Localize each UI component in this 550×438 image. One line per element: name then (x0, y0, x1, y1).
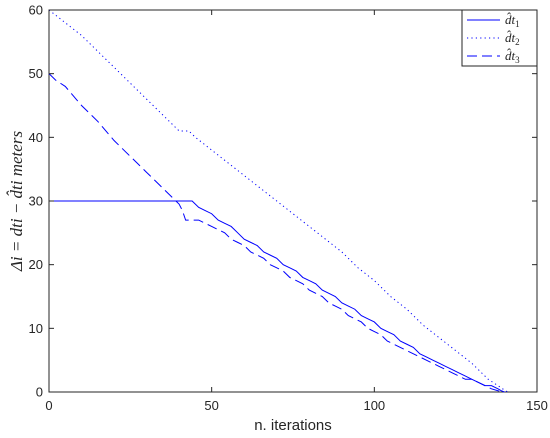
y-tick-label: 20 (29, 257, 43, 272)
legend-box (461, 9, 538, 67)
y-tick-label: 60 (29, 3, 43, 18)
y-tick-label: 40 (29, 130, 43, 145)
legend: d̂t1d̂t2d̂t3 (461, 9, 538, 67)
ticks-layer: 0 50 100 150 0 10 20 30 40 50 60 (29, 3, 548, 414)
series-line-3 (48, 73, 505, 393)
y-tick-label: 0 (36, 385, 43, 400)
series-line-1 (49, 200, 505, 393)
y-tick-label: 10 (29, 321, 43, 336)
y-tick-label: 50 (29, 66, 43, 81)
x-axis-label: n. iterations (254, 417, 332, 434)
x-tick-label: 50 (204, 398, 218, 413)
x-tick-label: 100 (363, 398, 385, 413)
y-tick-label: 30 (29, 194, 43, 209)
series-layer (48, 9, 508, 393)
x-tick-label: 0 (45, 398, 52, 413)
x-tick-label: 150 (526, 398, 548, 413)
y-axis-label: Δi = dti − d̂ti meters (7, 131, 26, 272)
